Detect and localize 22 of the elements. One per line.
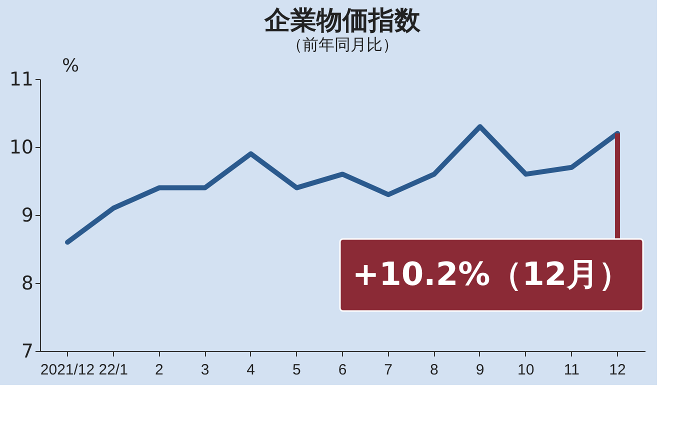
y-tick-label: 9 bbox=[21, 204, 34, 226]
x-tick-label: 7 bbox=[384, 362, 393, 378]
x-tick-label: 5 bbox=[292, 362, 301, 378]
x-tick-label: 9 bbox=[476, 362, 484, 378]
x-tick-label: 10 bbox=[517, 362, 534, 378]
y-tick-label: 10 bbox=[9, 136, 34, 158]
y-tick-label: 7 bbox=[21, 340, 34, 362]
y-axis-title: % bbox=[62, 56, 80, 76]
x-tick-label: 6 bbox=[338, 362, 347, 378]
x-tick-label: 2021/12 bbox=[40, 362, 95, 378]
chart-title: 企業物価指数 bbox=[264, 6, 422, 36]
x-tick-label: 8 bbox=[430, 362, 438, 378]
y-tick-label: 11 bbox=[9, 68, 34, 90]
x-tick-label: 2 bbox=[154, 362, 164, 378]
y-tick-label: 8 bbox=[21, 272, 34, 294]
x-tick-label: 3 bbox=[200, 362, 210, 378]
chart-subtitle: （前年同月比） bbox=[286, 35, 398, 54]
annotation: +10.2%（12月） bbox=[352, 255, 631, 293]
x-tick-label: 4 bbox=[246, 362, 256, 378]
x-tick-label: 11 bbox=[564, 362, 580, 378]
x-tick-label: 12 bbox=[609, 362, 626, 378]
x-tick-label: 22/1 bbox=[98, 362, 128, 378]
